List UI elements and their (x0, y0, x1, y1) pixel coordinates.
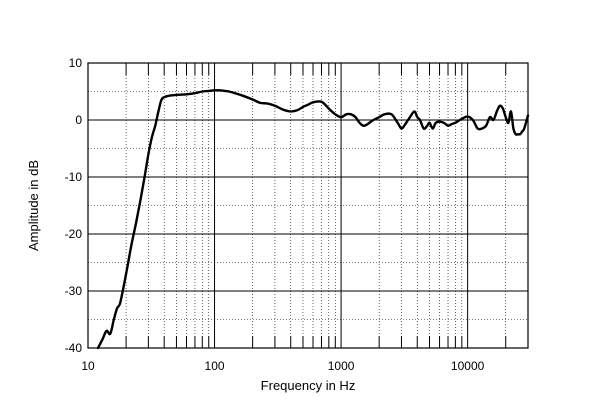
y-tick-label: -30 (65, 284, 83, 298)
y-tick-label: -20 (65, 227, 83, 241)
y-tick-label: -40 (65, 341, 83, 355)
y-tick-labels: 10 0 -10 -20 -30 -40 (65, 56, 83, 355)
x-tick-label: 10000 (451, 359, 485, 373)
minor-grid (88, 63, 529, 348)
y-axis-label: Amplitude in dB (26, 160, 41, 251)
x-axis-label: Frequency in Hz (261, 378, 356, 393)
x-tick-label: 100 (205, 359, 225, 373)
y-tick-label: 10 (69, 56, 83, 70)
x-tick-labels: 10 100 1000 10000 (81, 359, 484, 373)
y-tick-label: -10 (65, 170, 83, 184)
y-tick-label: 0 (75, 113, 82, 127)
x-tick-label: 10 (81, 359, 95, 373)
plot-frame (87, 62, 529, 349)
x-tick-label: 1000 (328, 359, 355, 373)
frequency-response-line (96, 89, 530, 350)
